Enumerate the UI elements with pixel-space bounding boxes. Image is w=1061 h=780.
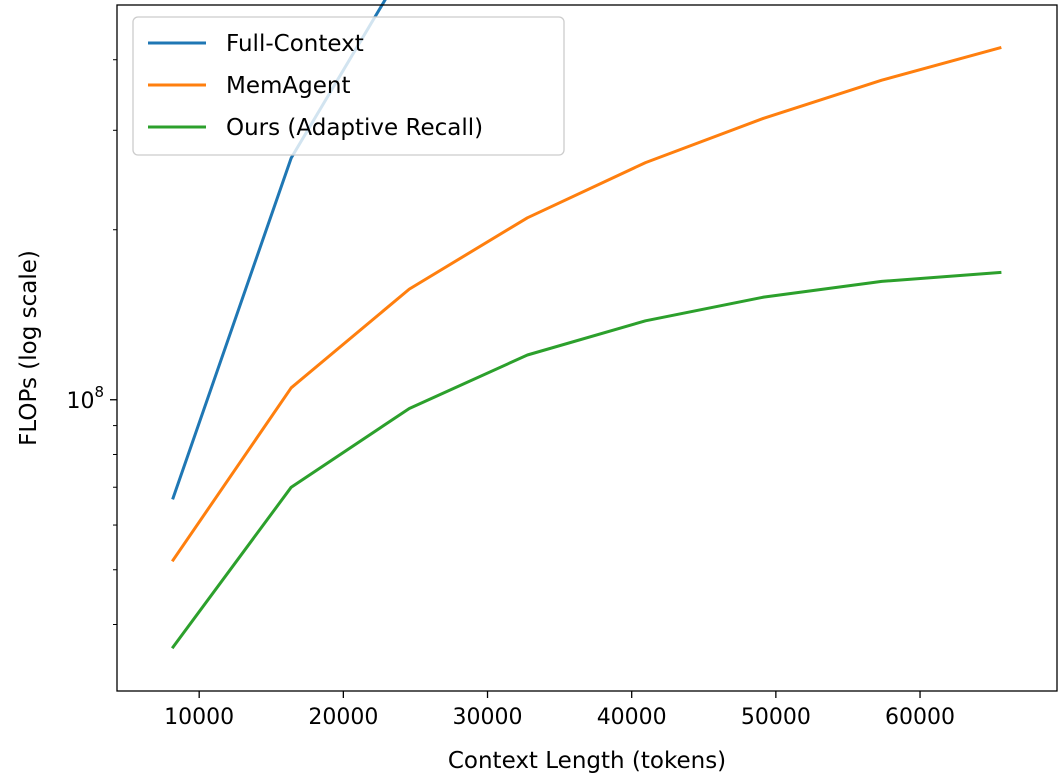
- x-tick-label: 40000: [597, 705, 667, 730]
- x-tick-label: 30000: [453, 705, 523, 730]
- series-line-2: [171, 270, 1002, 650]
- legend-box: [132, 16, 565, 156]
- x-tick-label: 10000: [164, 705, 234, 730]
- x-tick-label: 50000: [741, 705, 811, 730]
- x-axis-ticks: 10000 20000 30000 40000 50000 60000: [164, 691, 955, 730]
- x-tick-label: 20000: [308, 705, 378, 730]
- x-axis-label: Context Length (tokens): [448, 748, 726, 774]
- y-axis-ticks: 108109: [66, 59, 117, 625]
- x-tick-label: 60000: [885, 705, 955, 730]
- legend-label-0: Full-Context: [226, 31, 364, 57]
- legend: Full-Context MemAgent Ours (Adaptive Recal…: [132, 16, 565, 156]
- legend-label-2: Ours (Adaptive Recall): [226, 115, 483, 141]
- series-line-1: [171, 45, 1002, 563]
- legend-label-1: MemAgent: [226, 73, 350, 99]
- plot-frame: [116, 4, 1058, 692]
- y-axis-label: FLOPs (log scale): [16, 250, 42, 446]
- y-tick-label: 108: [66, 383, 104, 414]
